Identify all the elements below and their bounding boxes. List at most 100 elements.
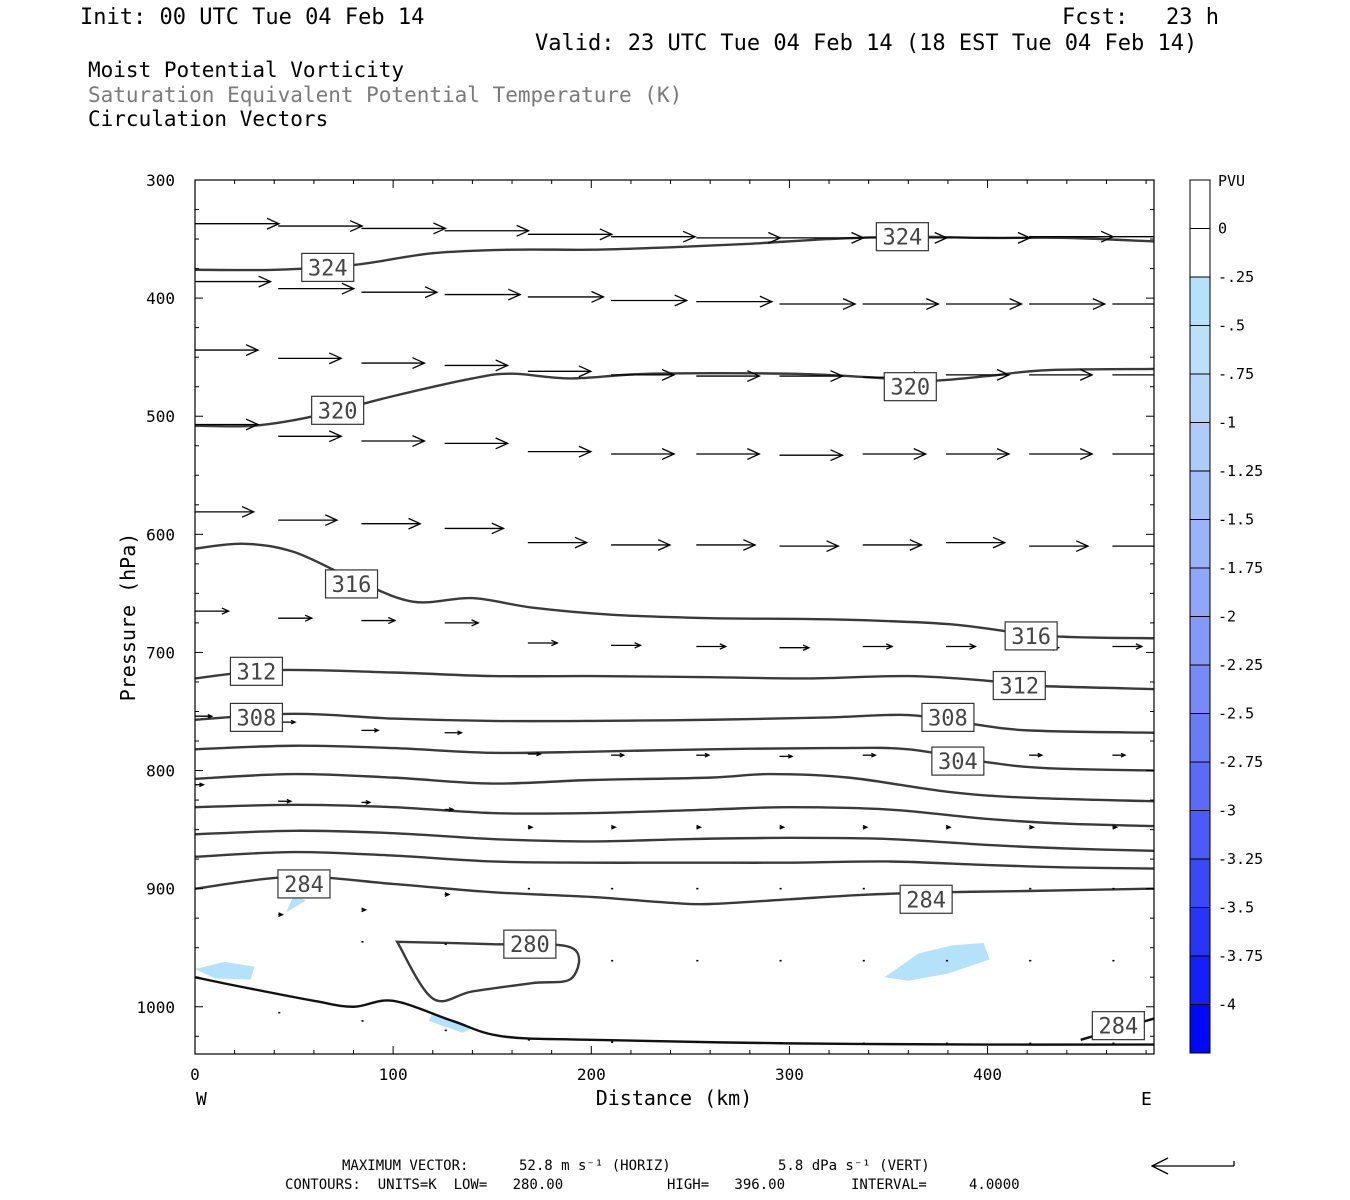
circulation-vector [195,505,256,518]
contours-high: HIGH= 396.00 [667,1177,786,1193]
contour-label-text: 312 [999,675,1039,700]
circulation-vector [611,539,672,551]
contour-label-text: 284 [284,873,324,898]
colorbar-swatch [1190,325,1210,375]
circulation-vector [527,824,534,830]
theta-es-contour-296 [195,803,1154,828]
circulation-vector [527,228,614,241]
colorbar-tick-label: -2.5 [1218,705,1254,723]
x-tick-label: 400 [973,1065,1002,1084]
circulation-vector [696,824,703,830]
max-vector-horiz: 52.8 m s⁻¹ (HORIZ) [519,1158,671,1174]
x-tick-label: 300 [775,1065,804,1084]
circulation-vector [361,435,427,448]
circulation-vector [444,522,506,535]
circulation-vector [611,642,643,649]
colorbar-swatch [1190,810,1210,860]
contour-label-box [899,884,953,914]
circulation-vector [444,359,510,372]
colorbar-swatch [1190,374,1210,423]
contour-label-320: 320 [311,395,365,425]
colorbar-unit: PVU [1218,172,1245,190]
colorbar-tick-label: -2.75 [1218,753,1263,771]
circulation-vector [779,824,786,830]
contour-label-text: 308 [237,706,277,731]
x-tick-label: 200 [577,1065,606,1084]
circulation-vector [361,286,439,299]
circulation-vector [444,730,464,736]
contour-label-text: 312 [237,660,277,685]
circulation-vector [611,230,697,243]
colorbar-swatch [1190,859,1210,908]
circulation-vector [1029,540,1090,553]
contour-label-312: 312 [992,670,1046,701]
colorbar-swatch [1190,471,1210,520]
contour-label-box [992,670,1046,701]
contour-label-text: 304 [938,750,978,775]
y-tick-label: 1000 [136,998,175,1017]
theta-es-contour-292 [195,829,1154,853]
circulation-vector [195,607,231,615]
contour-label-box [229,702,284,732]
contour-label-284: 284 [277,869,331,899]
pv-shaded-area [884,942,990,981]
circulation-vector [361,800,372,805]
colorbar-tick-label: -2.25 [1218,656,1263,674]
colorbar-tick-label: -.75 [1218,365,1254,383]
circulation-vector [278,282,356,295]
max-vector-label: MAXIMUM VECTOR: [342,1158,469,1174]
colorbar-swatch [1190,713,1210,763]
contour-label-box [324,569,379,599]
contour-label-box [229,656,284,686]
colorbar-tick-label: -2 [1218,608,1236,626]
circulation-vector [945,448,1011,461]
circulation-vector [527,639,559,647]
circulation-vector [361,517,422,530]
colorbar-swatch [1190,568,1210,617]
y-tick-label: 900 [146,880,175,899]
pv-shaded-area [645,36,681,41]
circulation-vector [444,892,451,897]
circulation-vector [945,231,1032,244]
circulation-vector [779,298,857,311]
pv-shaded-area [286,894,306,913]
y-axis-label: Pressure (hPa) [116,533,140,702]
circulation-vector [862,752,877,758]
contour-label-text: 280 [510,933,550,958]
y-tick-label: 800 [146,762,175,781]
contour-label-text: 316 [332,573,372,598]
contour-label-text: 324 [308,256,348,281]
circulation-vector [1029,448,1094,461]
circulation-vector [444,288,522,301]
contour-label-box [921,702,975,732]
circulation-vector [1029,298,1107,311]
contour-label-box [503,929,557,959]
circulation-vector [611,448,676,461]
circulation-vector [1112,824,1119,830]
circulation-vector [195,275,273,288]
pv-shaded-area [195,961,255,980]
y-tick-label: 600 [146,525,175,544]
circulation-vector [1112,453,1154,455]
contour-label-324: 324 [301,252,355,282]
contour-label-box [277,869,331,899]
contour-label-284: 284 [1091,1011,1145,1041]
circulation-vector [361,616,397,625]
theta-es-contour-316 [195,542,1154,640]
colorbar-swatch [1190,180,1210,229]
colorbar-swatch [1190,422,1210,472]
circulation-vector [779,644,811,651]
x-end-right-label: E [1141,1089,1152,1110]
circulation-vector [444,807,455,812]
circulation-vector [696,752,711,758]
theta-es-contour-300 [195,772,1154,803]
contour-label-320: 320 [883,372,937,402]
circulation-vector [611,752,626,758]
colorbar-swatch [1190,1004,1210,1054]
circulation-vector [278,430,343,443]
colorbar-tick-label: 0 [1218,220,1227,238]
circulation-vector [278,220,364,233]
theta-es-contour-284 [195,875,1154,906]
circulation-vector [862,298,940,311]
circulation-vector [195,217,281,230]
